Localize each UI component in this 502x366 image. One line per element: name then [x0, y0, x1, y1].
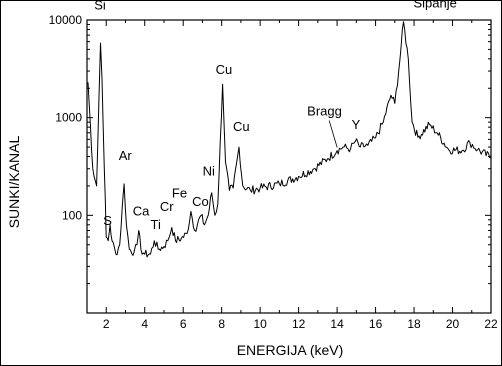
x-tick-label: 14 [330, 317, 344, 331]
peak-label: Ti [151, 217, 161, 232]
x-tick-label: 10 [253, 317, 267, 331]
peak-label: Cr [160, 199, 174, 214]
y-tick-label: 1000 [55, 111, 82, 125]
x-axis-label: ENERGIJA (keV) [237, 342, 344, 358]
peak-label: Y [352, 117, 361, 132]
tick-marks [86, 19, 492, 313]
x-tick-label: 4 [141, 317, 148, 331]
x-tick-label: 8 [218, 317, 225, 331]
peak-label: Fe [172, 185, 187, 200]
peak-label: Co [192, 194, 209, 209]
peak-label: Ca [133, 203, 150, 218]
bragg-leader-line [328, 120, 338, 148]
peak-label: Si [94, 0, 106, 13]
y-tick-label: 100 [62, 208, 82, 222]
peak-label: Ar [119, 148, 133, 163]
y-axis-label: SUNKI/KANAL [6, 135, 22, 228]
plot-area-border [86, 19, 492, 314]
x-tick-label: 18 [407, 317, 421, 331]
peak-label: Bragg [307, 104, 342, 119]
y-tick-label: 10000 [49, 13, 83, 27]
x-tick-label: 20 [446, 317, 460, 331]
axes [86, 19, 492, 314]
x-tick-label: 16 [369, 317, 383, 331]
peak-label: S [103, 213, 112, 228]
x-tick-label: 22 [484, 317, 498, 331]
x-tick-label: 6 [180, 317, 187, 331]
x-tick-label: 2 [103, 317, 110, 331]
tick-labels: 2 4 6 8 10 12 14 16 18 20 22 100 1000 10000 [49, 13, 498, 331]
x-tick-label: 12 [292, 317, 306, 331]
peak-label: Cu [216, 62, 233, 77]
peak-label: Cu [233, 119, 250, 134]
peak-label: Sipanje [413, 0, 456, 11]
spectrum-series-line [87, 21, 492, 258]
peak-label: Ni [203, 164, 215, 179]
